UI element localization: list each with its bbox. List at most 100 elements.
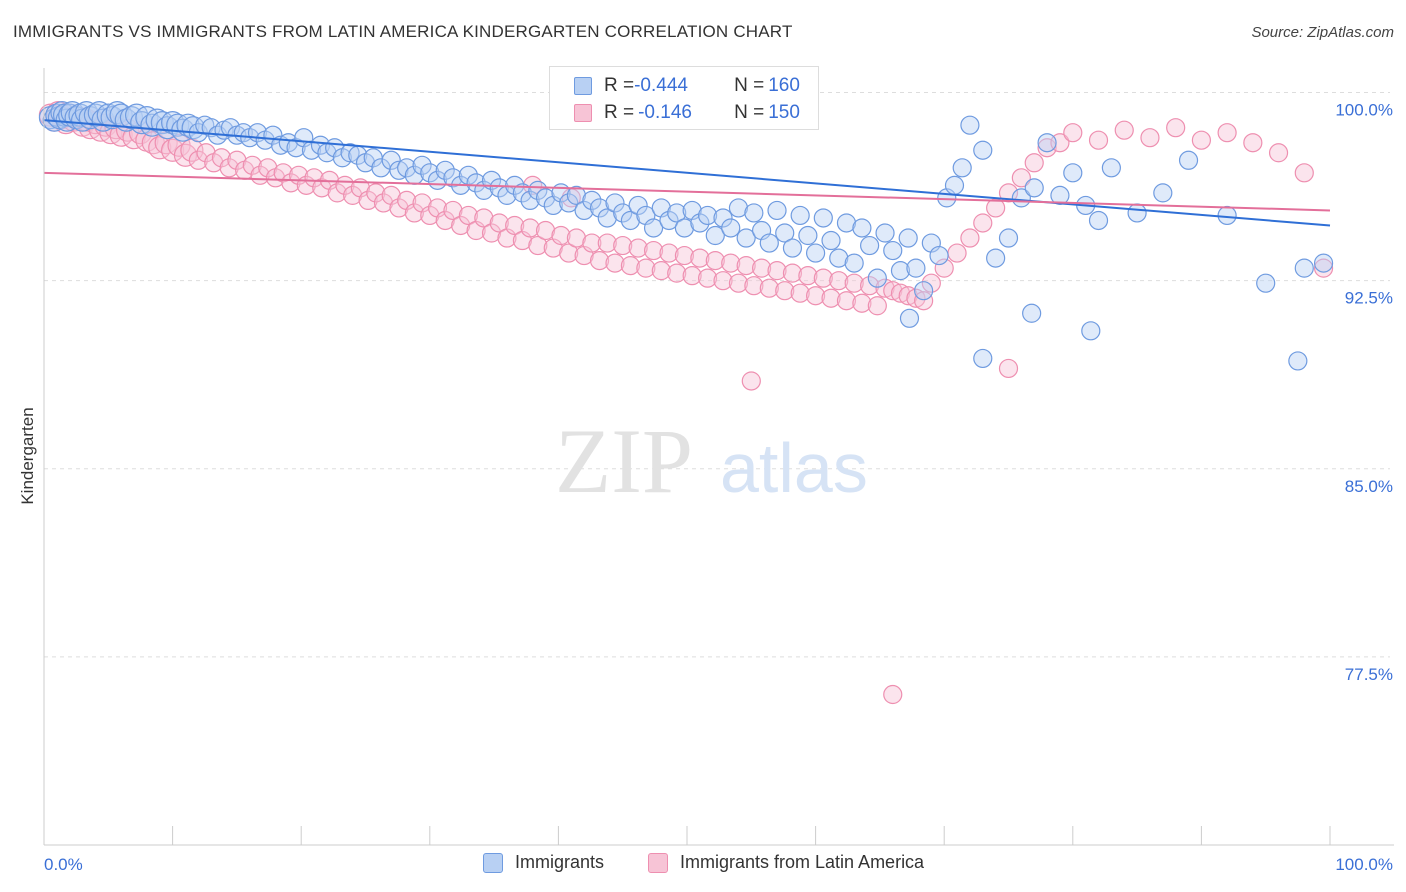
latin-america-point [281, 173, 301, 193]
latin-america-point [219, 158, 239, 178]
immigrants-point [674, 218, 695, 238]
immigrants-point [443, 168, 463, 188]
latin-america-point [659, 243, 679, 263]
latin-america-point [697, 268, 718, 288]
legend-item-immigrants[interactable]: Immigrants [483, 852, 604, 873]
latin-america-point [628, 238, 648, 258]
immigrants-point [890, 261, 911, 281]
immigrants-point [821, 230, 841, 251]
latin-america-point [1088, 130, 1109, 150]
source-label: Source: ZipAtlas.com [1251, 24, 1394, 41]
immigrants-point [852, 218, 872, 238]
latin-america-point [451, 215, 471, 236]
latin-america-point [227, 150, 247, 170]
latin-america-point [751, 258, 772, 278]
stats-legend: R = -0.444 N = 160 R = -0.146 N = 150 [549, 66, 819, 130]
latin-america-point [373, 193, 394, 213]
immigrants-point [898, 228, 918, 248]
latin-america-point [690, 248, 710, 268]
immigrants-point [512, 183, 532, 203]
latin-america-point [1191, 130, 1212, 150]
immigrants-point [381, 150, 401, 170]
latin-america-point [1294, 163, 1314, 183]
immigrants-point [705, 225, 725, 246]
immigrants-point [574, 200, 594, 221]
immigrants-point [744, 203, 764, 223]
stats-r-value: -0.444 [634, 75, 688, 96]
immigrants-point [867, 268, 887, 288]
immigrants-point [899, 308, 920, 328]
immigrants-point [875, 223, 895, 243]
immigrants-point [582, 190, 602, 211]
immigrants-point [340, 143, 360, 163]
x-tick-label: 100.0% [1335, 855, 1393, 874]
immigrants-point [1153, 183, 1173, 203]
immigrants-point [805, 243, 826, 263]
latin-america-point [481, 223, 502, 243]
latin-america-point [358, 190, 378, 211]
latin-america-point [960, 228, 980, 248]
latin-america-point [474, 208, 494, 228]
legend-swatch-blue [483, 852, 503, 873]
immigrants-point [775, 223, 795, 243]
immigrants-point [1024, 178, 1044, 198]
immigrants-point [914, 281, 934, 301]
immigrants-point [667, 203, 687, 223]
latin-america-point [674, 245, 695, 266]
latin-america-point [1063, 123, 1083, 143]
chart-title: IMMIGRANTS VS IMMIGRANTS FROM LATIN AMER… [13, 22, 793, 41]
immigrants-point [397, 158, 417, 178]
immigrants-point [589, 198, 610, 218]
latin-america-point [1011, 168, 1031, 188]
latin-america-point [1313, 258, 1334, 278]
latin-america-point [1268, 143, 1289, 163]
legend-item-latin-america[interactable]: Immigrants from Latin America [648, 852, 924, 873]
latin-america-point [304, 168, 324, 188]
latin-america-point [844, 273, 864, 293]
y-axis-label: Kindergarten [18, 407, 37, 505]
y-tick-label: 85.0% [1345, 477, 1393, 496]
immigrants-point [605, 193, 625, 213]
immigrants-point [566, 185, 587, 205]
latin-america-point [242, 155, 262, 175]
latin-america-point [589, 251, 610, 271]
immigrants-point [721, 218, 741, 238]
latin-america-point [489, 213, 509, 233]
latin-america-point [535, 220, 556, 241]
latin-america-point [875, 278, 895, 298]
stats-r-label: R = [604, 75, 635, 96]
latin-america-point [798, 266, 818, 286]
latin-america-point [782, 263, 803, 283]
immigrants-point [1088, 210, 1109, 231]
immigrants-point [1178, 150, 1199, 170]
latin-america-point [705, 251, 725, 271]
latin-america-point [713, 271, 733, 291]
immigrants-point [1050, 185, 1070, 205]
immigrants-point [767, 200, 787, 221]
immigrants-point [798, 225, 818, 246]
immigrants-point [973, 348, 993, 369]
latin-america-point [767, 261, 787, 281]
immigrants-point [736, 228, 756, 248]
immigrants-point [1217, 205, 1237, 226]
latin-america-point [566, 228, 587, 248]
immigrants-point [1294, 258, 1314, 278]
stats-r-label: R = [604, 102, 635, 123]
immigrants-point [1127, 203, 1147, 223]
latin-america-point [520, 218, 540, 238]
latin-america-point [906, 288, 926, 308]
latin-america-point [1037, 138, 1057, 158]
latin-america-point [196, 143, 216, 163]
latin-america-point [1243, 133, 1263, 153]
stats-swatch-pink [574, 104, 592, 122]
immigrants-point [412, 155, 432, 175]
immigrants-point [829, 248, 849, 268]
latin-america-point [741, 371, 761, 391]
latin-america-point [366, 183, 386, 203]
latin-america-point [947, 243, 967, 263]
stats-n-label: N = [734, 102, 765, 123]
latin-america-point [528, 235, 548, 256]
latin-america-point [998, 358, 1019, 379]
latin-america-point [775, 281, 795, 301]
